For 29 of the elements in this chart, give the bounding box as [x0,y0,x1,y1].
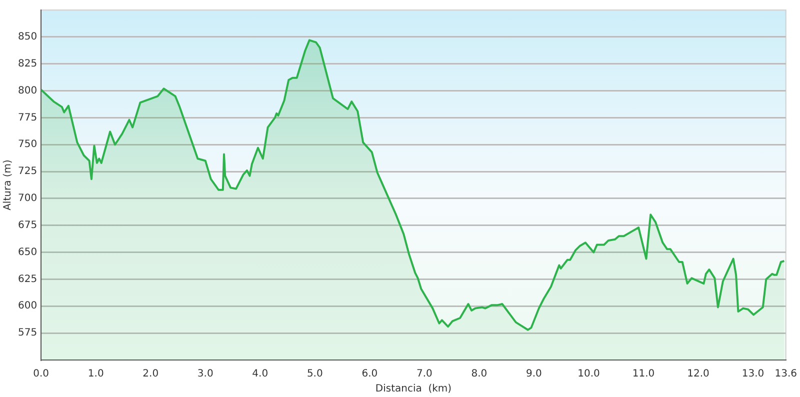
x-tick-label: 9.0 [526,368,542,380]
y-tick-label: 625 [18,274,38,285]
x-tick-label: 2.0 [142,368,159,380]
x-tick-label: 8.0 [471,368,488,380]
x-tick-label: 3.0 [197,368,214,380]
x-tick-label: 13.6 [774,368,797,380]
y-tick-label: 600 [18,300,38,312]
y-tick-label: 825 [18,58,38,70]
y-tick-label: 700 [18,193,38,204]
x-tick-label: 13.0 [742,368,764,380]
x-tick-label: 6.0 [362,368,378,380]
x-tick-label: 4.0 [252,368,268,380]
y-tick-label: 800 [18,85,38,96]
x-tick-label: 1.0 [88,368,104,380]
x-tick-label: 0.0 [33,368,50,380]
y-tick-label: 575 [18,328,38,339]
x-tick-label: 5.0 [306,368,323,380]
x-tick-label: 11.0 [632,368,655,380]
y-tick-label: 850 [18,32,38,43]
x-tick-label: 7.0 [416,368,432,380]
y-axis-title: Altura (m) [2,159,14,210]
x-axis-title: Distancia (km) [375,384,452,395]
x-tick-label: 12.0 [687,368,710,380]
y-tick-label: 775 [18,112,38,124]
y-tick-label: 725 [18,166,38,178]
y-tick-label: 675 [18,220,38,231]
x-tick-label: 10.0 [578,368,600,380]
y-tick-label: 650 [18,246,38,258]
y-tick-label: 750 [18,139,38,150]
